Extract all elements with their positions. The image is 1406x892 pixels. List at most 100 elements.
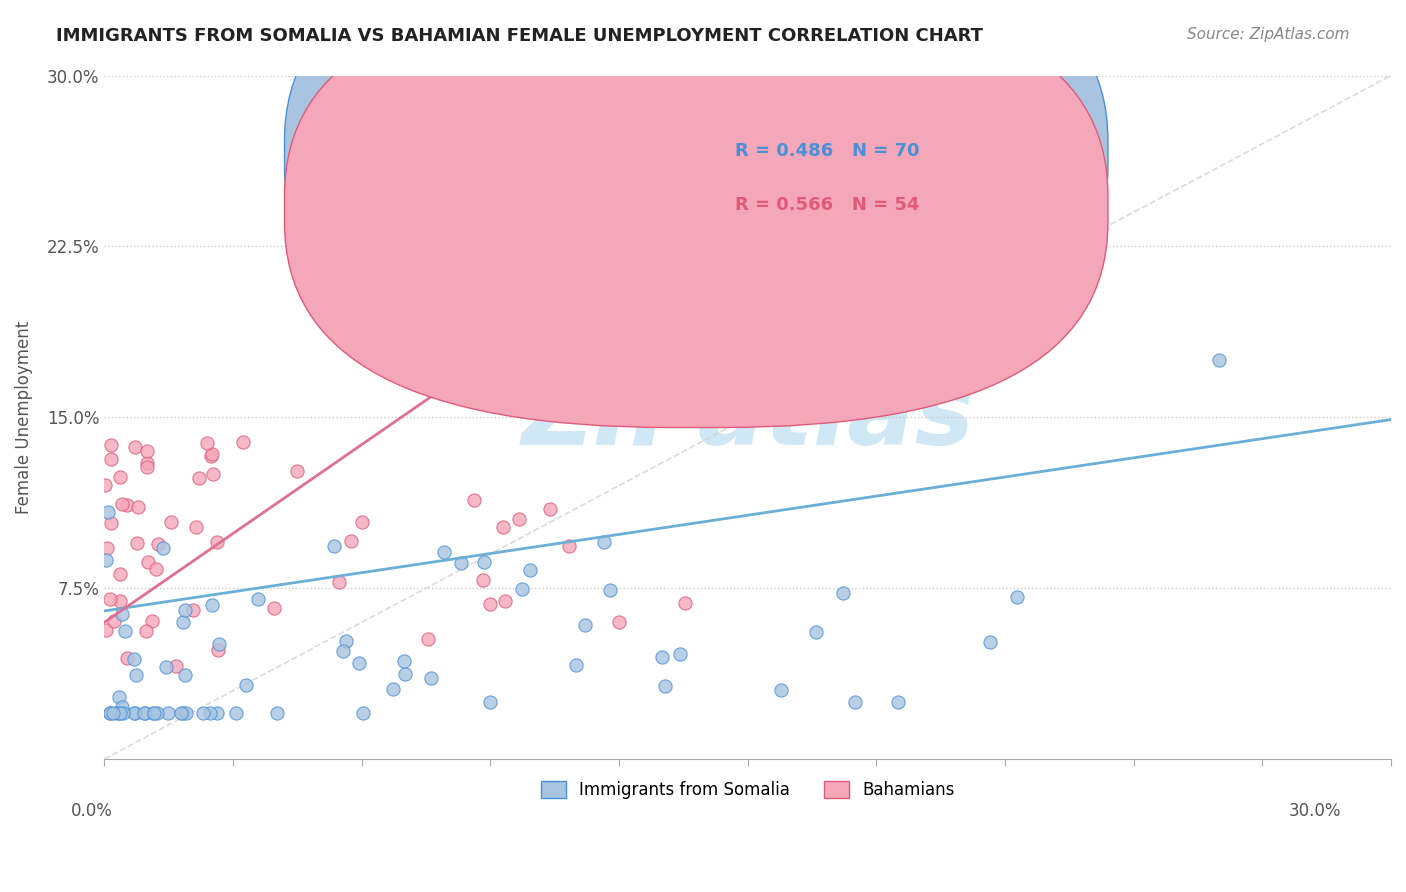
Immigrants from Somalia bbox=[96, 553, 118, 567]
Legend: Immigrants from Somalia, Bahamians: Immigrants from Somalia, Bahamians bbox=[534, 774, 960, 805]
Immigrants from Somalia bbox=[832, 585, 855, 599]
Immigrants from Somalia bbox=[392, 654, 415, 668]
Bahamians bbox=[207, 643, 229, 657]
Immigrants from Somalia bbox=[207, 706, 229, 721]
Bahamians bbox=[463, 493, 485, 508]
Bahamians bbox=[195, 436, 218, 450]
Immigrants from Somalia bbox=[382, 682, 405, 697]
Bahamians bbox=[108, 594, 131, 608]
Bahamians bbox=[232, 434, 254, 449]
Text: R = 0.486   N = 70: R = 0.486 N = 70 bbox=[735, 142, 920, 160]
Bahamians bbox=[494, 594, 516, 608]
Immigrants from Somalia bbox=[174, 602, 197, 616]
Bahamians bbox=[418, 632, 440, 646]
Bahamians bbox=[136, 555, 159, 569]
Bahamians bbox=[181, 603, 204, 617]
Immigrants from Somalia bbox=[433, 544, 456, 558]
Immigrants from Somalia bbox=[979, 635, 1001, 649]
Bahamians bbox=[328, 574, 350, 589]
Immigrants from Somalia bbox=[479, 695, 502, 709]
Bahamians bbox=[673, 596, 696, 610]
Bahamians bbox=[160, 515, 183, 529]
Bahamians bbox=[200, 450, 222, 464]
Immigrants from Somalia bbox=[98, 706, 121, 721]
Bahamians bbox=[96, 623, 118, 637]
Immigrants from Somalia bbox=[114, 624, 136, 638]
Immigrants from Somalia bbox=[173, 667, 195, 681]
Immigrants from Somalia bbox=[352, 706, 374, 721]
Bahamians bbox=[492, 520, 515, 534]
Bahamians bbox=[350, 515, 373, 529]
Immigrants from Somalia bbox=[654, 679, 676, 693]
Bahamians bbox=[479, 597, 502, 611]
Immigrants from Somalia bbox=[110, 700, 132, 714]
Immigrants from Somalia bbox=[335, 633, 357, 648]
Bahamians bbox=[472, 574, 495, 588]
Bahamians bbox=[115, 651, 138, 665]
Immigrants from Somalia bbox=[174, 706, 197, 721]
Bahamians bbox=[287, 464, 309, 478]
Immigrants from Somalia bbox=[593, 535, 616, 549]
Bahamians bbox=[184, 520, 207, 534]
Immigrants from Somalia bbox=[143, 706, 166, 721]
Immigrants from Somalia bbox=[152, 541, 174, 556]
Immigrants from Somalia bbox=[599, 582, 621, 597]
Immigrants from Somalia bbox=[574, 618, 596, 632]
Bahamians bbox=[100, 516, 122, 530]
Immigrants from Somalia bbox=[132, 706, 155, 721]
Bahamians bbox=[124, 440, 146, 454]
Bahamians bbox=[110, 567, 132, 582]
Immigrants from Somalia bbox=[510, 582, 533, 597]
Text: Source: ZipAtlas.com: Source: ZipAtlas.com bbox=[1187, 27, 1350, 42]
Immigrants from Somalia bbox=[157, 706, 180, 721]
Immigrants from Somalia bbox=[450, 556, 472, 570]
Immigrants from Somalia bbox=[172, 706, 194, 721]
Bahamians bbox=[128, 500, 150, 515]
Bahamians bbox=[141, 615, 163, 629]
Bahamians bbox=[94, 478, 117, 492]
Text: IMMIGRANTS FROM SOMALIA VS BAHAMIAN FEMALE UNEMPLOYMENT CORRELATION CHART: IMMIGRANTS FROM SOMALIA VS BAHAMIAN FEMA… bbox=[56, 27, 983, 45]
Immigrants from Somalia bbox=[804, 625, 827, 640]
Immigrants from Somalia bbox=[394, 667, 416, 681]
Bahamians bbox=[110, 497, 132, 511]
Bahamians bbox=[146, 537, 169, 551]
Immigrants from Somalia bbox=[142, 706, 165, 721]
Immigrants from Somalia bbox=[97, 505, 120, 519]
Immigrants from Somalia bbox=[170, 706, 193, 721]
Y-axis label: Female Unemployment: Female Unemployment bbox=[15, 320, 32, 514]
Bahamians bbox=[607, 615, 630, 630]
Immigrants from Somalia bbox=[246, 592, 269, 607]
Immigrants from Somalia bbox=[172, 615, 194, 630]
Bahamians bbox=[136, 456, 159, 470]
Immigrants from Somalia bbox=[887, 695, 910, 709]
Immigrants from Somalia bbox=[1208, 353, 1230, 368]
Immigrants from Somalia bbox=[122, 706, 145, 721]
Immigrants from Somalia bbox=[519, 563, 541, 577]
Bahamians bbox=[100, 438, 122, 452]
Immigrants from Somalia bbox=[124, 706, 146, 721]
FancyBboxPatch shape bbox=[284, 0, 1108, 427]
Immigrants from Somalia bbox=[472, 555, 495, 569]
Text: R = 0.566   N = 54: R = 0.566 N = 54 bbox=[735, 196, 920, 214]
Bahamians bbox=[187, 471, 209, 485]
Immigrants from Somalia bbox=[103, 706, 125, 721]
Immigrants from Somalia bbox=[122, 651, 145, 665]
Immigrants from Somalia bbox=[124, 668, 146, 682]
Immigrants from Somalia bbox=[134, 706, 156, 721]
Immigrants from Somalia bbox=[111, 607, 134, 621]
Bahamians bbox=[205, 535, 228, 549]
Bahamians bbox=[136, 460, 159, 475]
Bahamians bbox=[479, 194, 502, 208]
FancyBboxPatch shape bbox=[651, 144, 1038, 243]
Immigrants from Somalia bbox=[323, 539, 346, 553]
Bahamians bbox=[340, 533, 363, 548]
Bahamians bbox=[538, 502, 561, 516]
Immigrants from Somalia bbox=[112, 706, 135, 721]
Immigrants from Somalia bbox=[1005, 591, 1028, 605]
Immigrants from Somalia bbox=[419, 672, 441, 686]
Bahamians bbox=[136, 444, 159, 458]
Text: 30.0%: 30.0% bbox=[1288, 802, 1341, 820]
Immigrants from Somalia bbox=[669, 647, 692, 661]
Immigrants from Somalia bbox=[201, 598, 224, 612]
Immigrants from Somalia bbox=[108, 690, 131, 705]
